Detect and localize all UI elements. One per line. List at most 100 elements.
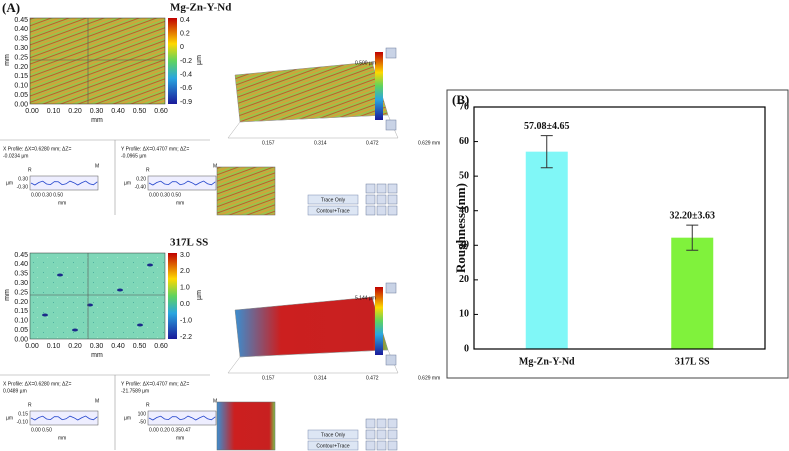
map-x-tick: 0.30 xyxy=(90,343,104,350)
map-x-tick: 0.40 xyxy=(111,108,125,115)
profile-y-tick: -0.40 xyxy=(135,184,147,190)
map-y-tick: 0.40 xyxy=(14,26,28,33)
nav-button xyxy=(387,429,398,440)
surface-3d xyxy=(234,61,389,123)
map-y-unit: mm xyxy=(4,54,11,66)
colorbar-tick: 0.0 xyxy=(180,301,190,308)
profile-value: -21.7589 µm xyxy=(121,388,149,394)
map-y-tick: 0.30 xyxy=(14,280,28,287)
profile-trace xyxy=(30,180,98,186)
map-x-tick: 0.60 xyxy=(154,108,168,115)
map-y-tick: 0.05 xyxy=(14,92,28,99)
nav-button xyxy=(387,194,398,205)
nav-button xyxy=(365,183,376,194)
nav-button xyxy=(365,440,376,451)
profile-heading: X Profile: ΔX=0.6280 mm; ΔZ= xyxy=(3,146,71,152)
profile-plot xyxy=(147,410,217,426)
profile-x-unit: mm xyxy=(58,200,66,206)
colorbar-tick: -2.2 xyxy=(180,334,192,341)
y-tick-label: 70 xyxy=(459,101,469,112)
map-x-tick: 0.00 xyxy=(25,343,39,350)
map-x-tick: 0.50 xyxy=(133,343,147,350)
map-x-unit: mm xyxy=(91,352,103,359)
y-tick-label: 0 xyxy=(464,343,469,354)
sample-title: Mg-Zn-Y-Nd xyxy=(170,2,231,14)
colorbar-tick: 0.4 xyxy=(180,17,190,24)
pit xyxy=(137,323,143,327)
profile-x-ticks: 0.00 0.30 0.50 xyxy=(149,192,181,198)
marker-r: R xyxy=(146,402,150,408)
map-y-tick: 0.10 xyxy=(14,318,28,325)
profile-value: 0.0489 µm xyxy=(3,388,27,394)
profile-y-tick: -0.30 xyxy=(17,184,29,190)
marker-m: M xyxy=(213,398,217,404)
colorbar xyxy=(168,18,177,104)
button xyxy=(307,205,359,216)
profile-heading: X Profile: ΔX=0.6280 mm; ΔZ= xyxy=(3,381,71,387)
map-x-unit: mm xyxy=(91,117,103,124)
button-label: Trace Only xyxy=(321,432,346,438)
y-axis-label: Roughness (nm) xyxy=(453,183,468,273)
map-x-tick: 0.30 xyxy=(90,108,104,115)
view-tick: 0.314 xyxy=(314,375,327,381)
profile-x-unit: mm xyxy=(176,200,184,206)
pit xyxy=(147,263,153,267)
colorbar-tick: 2.0 xyxy=(180,268,190,275)
x-tick-label: Mg-Zn-Y-Nd xyxy=(519,356,575,367)
nav-button xyxy=(376,205,387,216)
button-label: Trace Only xyxy=(321,197,346,203)
map-x-tick: 0.10 xyxy=(47,343,61,350)
profile-value: -0.0965 µm xyxy=(121,153,146,159)
marker-r: R xyxy=(28,167,32,173)
colorbar-tick: -0.4 xyxy=(180,72,192,79)
colorbar-unit: µm xyxy=(196,290,203,300)
surface-3d xyxy=(234,296,389,358)
thumbnail xyxy=(216,401,276,451)
colorbar-tick: -0.2 xyxy=(180,58,192,65)
y-tick-label: 50 xyxy=(459,170,469,181)
map-y-tick: 0.10 xyxy=(14,83,28,90)
marker-m: M xyxy=(95,398,99,404)
profile-y-tick: 0.30 xyxy=(18,176,28,182)
map-y-tick: 0.15 xyxy=(14,308,28,315)
profile-y-tick: -50 xyxy=(139,419,146,425)
y-tick-label: 40 xyxy=(459,205,469,216)
colorbar-tick: 1.0 xyxy=(180,285,190,292)
panel-label: (B) xyxy=(452,92,469,107)
panel-label: (A) xyxy=(2,0,20,15)
nav-3d xyxy=(385,282,397,294)
bar xyxy=(671,237,714,349)
colorbar-tick: 0.2 xyxy=(180,31,190,38)
pit xyxy=(42,313,48,317)
profile-plot xyxy=(29,175,99,191)
marker-r: R xyxy=(146,167,150,173)
nav-button xyxy=(365,194,376,205)
pit xyxy=(117,288,123,292)
view-tick: 0.157 xyxy=(262,140,275,146)
colorbar-tick: 3.0 xyxy=(180,252,190,259)
profile-heading: Y Profile: ΔX=0.4707 mm; ΔZ= xyxy=(121,381,189,387)
marker-m: M xyxy=(213,163,217,169)
height-map xyxy=(29,252,166,340)
profile-trace xyxy=(148,180,216,186)
y-tick-label: 30 xyxy=(459,240,469,251)
map-y-tick: 0.40 xyxy=(14,261,28,268)
profile-x-ticks: 0.00 0.20 0.350.47 xyxy=(149,427,191,433)
nav-button xyxy=(376,440,387,451)
nav-button xyxy=(387,205,398,216)
nav-button xyxy=(376,429,387,440)
grid-floor xyxy=(227,349,399,374)
colorbar-3d xyxy=(375,287,383,355)
view-tick: 0.472 xyxy=(366,375,379,381)
marker-m: M xyxy=(95,163,99,169)
map-y-tick: 0.25 xyxy=(14,289,28,296)
view-scale: 0.500 µm xyxy=(355,60,376,66)
panel-b-frame xyxy=(446,89,789,379)
nav-button xyxy=(365,205,376,216)
colorbar-tick: -1.0 xyxy=(180,317,192,324)
view-tick: 0.157 xyxy=(262,375,275,381)
profile-y-tick: 100 xyxy=(138,411,147,417)
map-y-tick: 0.00 xyxy=(14,336,28,343)
map-x-tick: 0.20 xyxy=(68,108,82,115)
